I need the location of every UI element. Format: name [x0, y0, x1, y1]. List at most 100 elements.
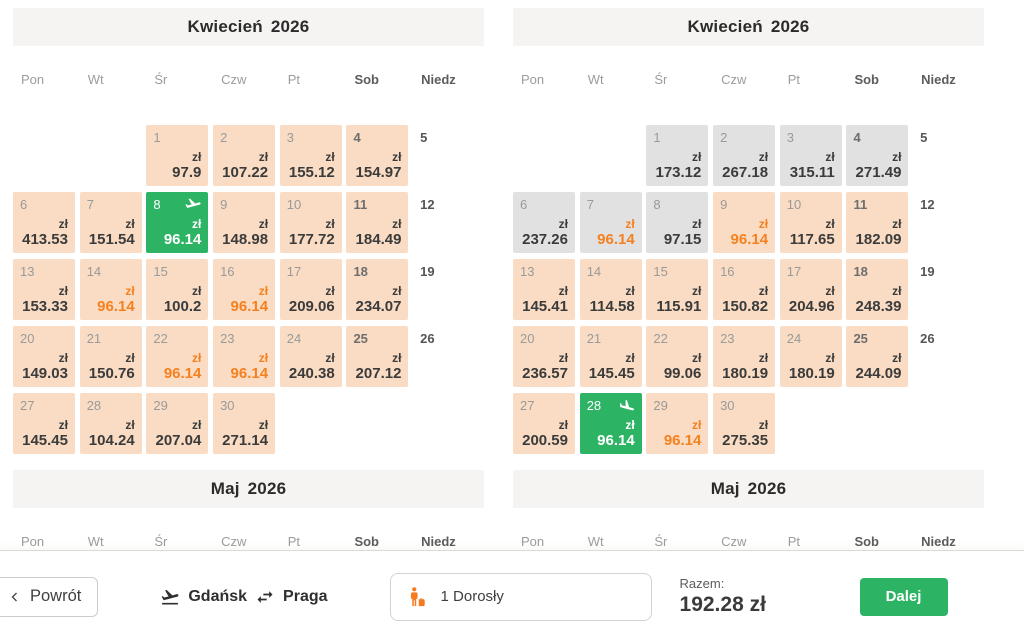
weekday-label: Sob	[854, 534, 879, 549]
day-price: zł 180.19	[788, 350, 835, 382]
day-cell-return-april-14[interactable]: 14 zł 114.58	[579, 259, 642, 320]
day-price: zł 148.98	[222, 216, 269, 248]
day-cell-outbound-april-1[interactable]: 1 zł 97.9	[146, 125, 209, 186]
total-price-block: Razem: 192.28 zł	[680, 576, 808, 617]
day-cell-outbound-april-18[interactable]: 18 zł 234.07	[346, 259, 409, 320]
day-number: 24	[286, 331, 302, 346]
weekday-header-row: Pon Wt Śr Czw Pt Sob Niedz	[13, 72, 484, 88]
day-cell-outbound-april-26: 26	[413, 326, 475, 387]
day-cell-outbound-april-22[interactable]: 22 zł 96.14	[146, 326, 209, 387]
day-cell-return-april-23[interactable]: 23 zł 180.19	[713, 326, 776, 387]
day-number: 22	[153, 331, 168, 346]
day-cell-outbound-april-11[interactable]: 11 zł 184.49	[346, 192, 409, 253]
day-cell-return-april-20[interactable]: 20 zł 236.57	[513, 326, 575, 387]
day-cell-return-april-28[interactable]: 28 zł 96.14	[579, 393, 642, 454]
day-number: 20	[520, 331, 535, 346]
day-cell-return-april-21[interactable]: 21 zł 145.45	[579, 326, 642, 387]
day-cell-return-april-29[interactable]: 29 zł 96.14	[646, 393, 709, 454]
day-cell-return-april-18[interactable]: 18 zł 248.39	[846, 259, 909, 320]
day-cell-outbound-april-28[interactable]: 28 zł 104.24	[79, 393, 142, 454]
weekday-label: Pon	[21, 72, 45, 87]
day-cell-return-april-24[interactable]: 24 zł 180.19	[779, 326, 842, 387]
day-number: 21	[586, 331, 602, 346]
day-number: 18	[353, 264, 368, 279]
day-price: zł 107.22	[222, 149, 269, 181]
day-number: 26	[920, 331, 935, 346]
day-number: 16	[220, 264, 235, 279]
day-cell-return-april-25[interactable]: 25 zł 244.09	[846, 326, 909, 387]
day-cell-outbound-april-29[interactable]: 29 zł 207.04	[146, 393, 209, 454]
day-price: zł 96.14	[230, 283, 269, 315]
day-cell-return-april-10[interactable]: 10 zł 117.65	[779, 192, 842, 253]
day-price: zł 275.35	[722, 417, 769, 449]
day-number: 13	[20, 264, 35, 279]
day-price: zł 145.45	[588, 350, 635, 382]
day-cell-return-april-22[interactable]: 22 zł 99.06	[646, 326, 709, 387]
day-cell-return-april-13[interactable]: 13 zł 145.41	[513, 259, 575, 320]
day-cell-return-april-3: 3 zł 315.11	[779, 125, 842, 186]
back-button[interactable]: Powrót	[0, 576, 99, 617]
day-price: zł 209.06	[288, 283, 335, 315]
day-cell-outbound-april-8[interactable]: 8 zł 96.14	[146, 192, 209, 253]
day-number: 2	[220, 130, 228, 145]
day-cell-return-april-11[interactable]: 11 zł 182.09	[846, 192, 909, 253]
weekday-label: Sob	[354, 72, 379, 87]
month-name: Maj	[710, 479, 740, 498]
day-cell-outbound-april-13[interactable]: 13 zł 153.33	[13, 259, 75, 320]
day-cell-outbound-april-20[interactable]: 20 zł 149.03	[13, 326, 75, 387]
day-cell-outbound-april-30[interactable]: 30 zł 271.14	[213, 393, 276, 454]
day-cell-return-april-17[interactable]: 17 zł 204.96	[779, 259, 842, 320]
day-cell-return-april-27[interactable]: 27 zł 200.59	[513, 393, 575, 454]
day-price: zł 149.03	[22, 350, 68, 382]
weekday-label: Sob	[854, 72, 879, 87]
day-price: zł 315.11	[789, 149, 835, 181]
day-cell-outbound-april-21[interactable]: 21 zł 150.76	[79, 326, 142, 387]
next-button[interactable]: Dalej	[859, 577, 948, 616]
day-price: zł 234.07	[355, 283, 402, 315]
day-number: 7	[86, 197, 94, 212]
day-number: 10	[786, 197, 802, 212]
day-cell-outbound-april-25[interactable]: 25 zł 207.12	[346, 326, 409, 387]
day-cell-outbound-april-27[interactable]: 27 zł 145.45	[13, 393, 75, 454]
weekday-label: Śr	[154, 72, 168, 87]
day-cell-return-april-9[interactable]: 9 zł 96.14	[713, 192, 776, 253]
day-cell-outbound-april-16[interactable]: 16 zł 96.14	[213, 259, 276, 320]
day-number: 28	[586, 398, 602, 413]
day-cell-outbound-april-2[interactable]: 2 zł 107.22	[213, 125, 276, 186]
day-cell-return-april-15[interactable]: 15 zł 115.91	[646, 259, 709, 320]
day-price: zł 96.14	[163, 350, 202, 382]
day-price: zł 236.57	[522, 350, 568, 382]
day-cell-outbound-april-17[interactable]: 17 zł 209.06	[279, 259, 342, 320]
day-cell-return-april-30[interactable]: 30 zł 275.35	[713, 393, 776, 454]
day-cell-return-april-12: 12	[913, 192, 975, 253]
day-number: 11	[353, 197, 368, 212]
return-column: Kwiecień 2026 Pon Wt Śr Czw Pt Sob Niedz 1 zł 17…	[513, 8, 984, 587]
day-cell-return-april-1: 1 zł 173.12	[646, 125, 709, 186]
day-cell-outbound-april-23[interactable]: 23 zł 96.14	[213, 326, 276, 387]
day-number: 18	[853, 264, 868, 279]
day-price: zł 96.14	[597, 216, 635, 248]
flight-takeoff-icon	[184, 196, 202, 214]
day-cell-outbound-april-24[interactable]: 24 zł 240.38	[279, 326, 342, 387]
day-cell-outbound-april-9[interactable]: 9 zł 148.98	[213, 192, 276, 253]
day-number: 26	[420, 331, 435, 346]
route-origin: Gdańsk	[188, 587, 248, 605]
weekday-label: Czw	[721, 72, 747, 87]
day-cell-outbound-april-3[interactable]: 3 zł 155.12	[279, 125, 342, 186]
day-cell-return-april-7: 7 zł 96.14	[579, 192, 642, 253]
day-cell-outbound-april-15[interactable]: 15 zł 100.2	[146, 259, 209, 320]
day-number: 30	[720, 398, 735, 413]
month-year: 2026	[747, 479, 787, 498]
day-cell-outbound-april-7[interactable]: 7 zł 151.54	[79, 192, 142, 253]
day-cell-outbound-april-14[interactable]: 14 zł 96.14	[79, 259, 142, 320]
weekday-label: Pon	[521, 534, 545, 549]
day-number: 6	[20, 197, 28, 212]
day-cell-return-april-4: 4 zł 271.49	[846, 125, 909, 186]
day-number: 19	[420, 264, 435, 279]
passenger-selector[interactable]: 1 Dorosły	[389, 572, 652, 621]
day-price: zł 207.12	[355, 350, 402, 382]
day-cell-return-april-16[interactable]: 16 zł 150.82	[713, 259, 776, 320]
day-cell-outbound-april-10[interactable]: 10 zł 177.72	[279, 192, 342, 253]
day-cell-outbound-april-4[interactable]: 4 zł 154.97	[346, 125, 409, 186]
day-cell-outbound-april-6[interactable]: 6 zł 413.53	[13, 192, 75, 253]
